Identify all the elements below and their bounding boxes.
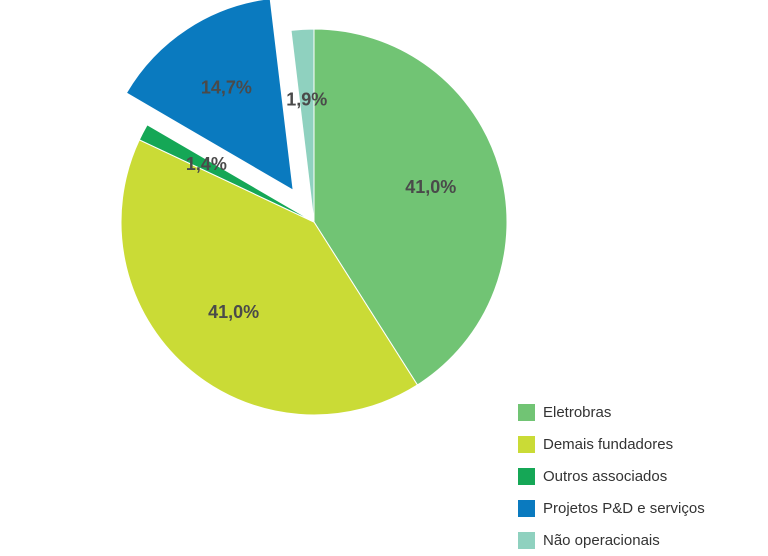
slice-value-label: 14,7% [201,77,252,97]
pie-slice-outros-associados [138,124,315,223]
legend-label: Demais fundadores [543,435,674,453]
pie-slice-demais-fundadores [120,139,419,416]
slice-value-label: 41,0% [208,302,259,322]
legend-item-outros-associados: Outros associados [518,460,705,492]
legend-swatch [518,403,535,421]
pie-slice-nao-operacionais [290,28,315,223]
legend-item-eletrobras: Eletrobras [518,396,705,428]
legend-label: Não operacionais [543,531,660,549]
slice-value-label: 41,0% [405,177,456,197]
legend-swatch [518,435,535,453]
legend-swatch [518,531,535,549]
legend-swatch [518,467,535,485]
legend-item-nao-operacionais: Não operacionais [518,524,705,556]
legend-label: Projetos P&D e serviços [543,499,705,517]
pie-labels: 41,0% 41,0% 1,4% 14,7% 1,9% [186,77,456,322]
legend-item-demais-fundadores: Demais fundadores [518,428,705,460]
pie-slice-projetos-p-d-e-servicos [125,0,294,192]
slice-value-label: 1,9% [286,89,327,109]
pie-slices [120,0,508,416]
legend-swatch [518,499,535,517]
legend: Eletrobras Demais fundadores Outros asso… [518,396,705,556]
legend-item-projetos-pd-servicos: Projetos P&D e serviços [518,492,705,524]
slice-value-label: 1,4% [186,154,227,174]
pie-slice-eletrobras [313,28,508,386]
legend-label: Outros associados [543,467,668,485]
legend-label: Eletrobras [543,403,612,421]
